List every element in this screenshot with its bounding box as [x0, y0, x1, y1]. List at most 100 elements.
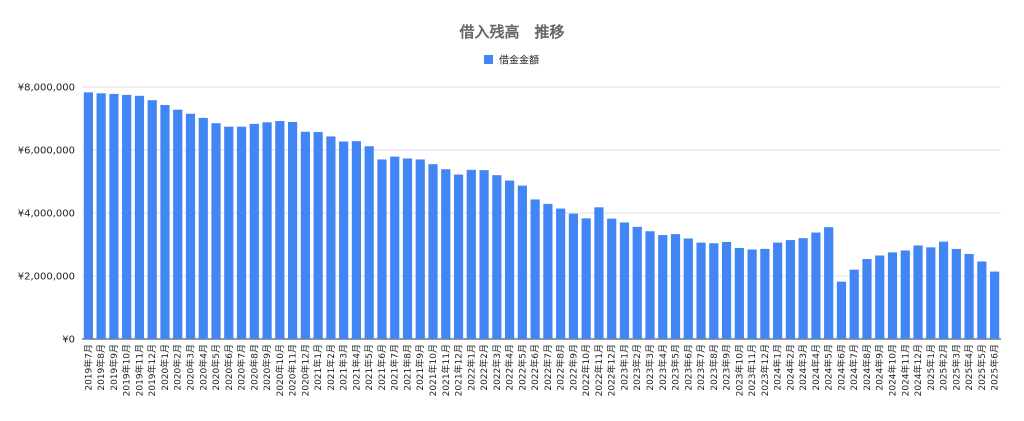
- bar: [964, 253, 974, 339]
- legend: 借金金額: [484, 54, 539, 67]
- x-tick-label: 2023年6月: [682, 344, 694, 391]
- x-tick-label: 2020年8月: [248, 344, 260, 391]
- x-tick-label: 2022年6月: [529, 344, 541, 391]
- x-tick-label: 2023年2月: [631, 344, 643, 391]
- gridlines: [82, 86, 1001, 340]
- bar: [453, 174, 464, 339]
- bar: [262, 122, 272, 339]
- bar: [326, 136, 336, 339]
- x-tick-label: 2019年10月: [121, 344, 133, 396]
- x-tick-label: 2024年9月: [874, 344, 886, 391]
- bar: [721, 241, 732, 339]
- x-tick-label: 2019年12月: [146, 344, 158, 396]
- bar: [224, 126, 234, 339]
- x-tick-label: 2021年1月: [312, 344, 324, 391]
- x-tick-label: 2022年7月: [542, 344, 554, 391]
- x-tick-label: 2021年6月: [376, 344, 388, 391]
- bar: [951, 248, 961, 339]
- x-tick-label: 2025年4月: [963, 344, 975, 391]
- x-tick-label: 2020年1月: [159, 344, 171, 391]
- bar: [351, 141, 362, 339]
- x-tick-label: 2024年5月: [823, 344, 835, 391]
- x-tick-label: 2023年1月: [618, 344, 630, 391]
- x-tick-label: 2021年5月: [363, 344, 375, 391]
- x-tick-label: 2020年6月: [223, 344, 235, 391]
- bar: [300, 131, 310, 339]
- x-tick-label: 2020年5月: [210, 344, 222, 391]
- x-tick-label: 2021年11月: [440, 344, 452, 396]
- bar: [390, 156, 400, 339]
- x-tick-label: 2024年7月: [848, 344, 860, 391]
- bar: [977, 261, 987, 339]
- bar: [824, 227, 834, 339]
- x-tick-label: 2021年4月: [350, 344, 362, 391]
- x-tick-label: 2023年3月: [644, 344, 656, 391]
- x-tick-label: 2020年2月: [172, 344, 184, 391]
- x-tick-label: 2020年12月: [299, 344, 311, 396]
- bar: [696, 242, 706, 339]
- bar: [492, 175, 502, 339]
- bar: [249, 123, 259, 339]
- bar: [747, 249, 757, 339]
- bar: [773, 242, 783, 339]
- bar: [683, 238, 693, 339]
- y-tick-label: ¥0: [62, 335, 75, 346]
- y-tick-label: ¥4,000,000: [18, 209, 75, 220]
- bar: [364, 146, 374, 339]
- x-tick-label: 2019年9月: [108, 344, 120, 391]
- x-tick-label: 2021年8月: [401, 344, 413, 391]
- bar: [887, 252, 898, 339]
- bar: [849, 269, 859, 339]
- x-tick-label: 2021年12月: [453, 344, 465, 396]
- x-tick-label: 2023年9月: [721, 344, 733, 391]
- x-tick-label: 2020年9月: [261, 344, 273, 391]
- x-tick-label: 2024年6月: [835, 344, 847, 391]
- x-tick-label: 2022年5月: [516, 344, 528, 391]
- bar: [875, 255, 885, 339]
- bar: [645, 231, 655, 339]
- bar: [83, 92, 93, 339]
- x-tick-label: 2022年9月: [567, 344, 579, 391]
- x-tick-label: 2024年8月: [861, 344, 873, 391]
- bar: [134, 95, 145, 339]
- x-tick-label: 2025年3月: [950, 344, 962, 391]
- bar: [339, 141, 349, 339]
- bars: [83, 92, 1000, 340]
- chart-title: 借入残高 推移: [458, 23, 564, 41]
- bar: [734, 247, 744, 339]
- x-tick-label: 2022年1月: [465, 344, 477, 391]
- x-tick-label: 2022年10月: [580, 344, 592, 396]
- x-tick-label: 2025年6月: [989, 344, 1001, 391]
- bar: [913, 245, 923, 339]
- bar: [658, 235, 668, 339]
- x-tick-label: 2021年3月: [338, 344, 350, 391]
- bar: [607, 218, 617, 339]
- x-tick-label: 2023年8月: [708, 344, 720, 391]
- bar: [236, 126, 247, 339]
- x-tick-label: 2022年11月: [593, 344, 605, 396]
- bar: [517, 185, 527, 339]
- bar: [441, 169, 451, 339]
- x-tick-label: 2022年4月: [504, 344, 516, 391]
- x-tick-label: 2024年10月: [887, 344, 899, 396]
- x-tick-label: 2023年5月: [670, 344, 682, 391]
- x-tick-label: 2023年12月: [759, 344, 771, 396]
- x-tick-label: 2024年12月: [912, 344, 924, 396]
- bar: [415, 159, 425, 339]
- bar: [288, 121, 298, 339]
- bar: [543, 203, 553, 339]
- bar: [479, 170, 489, 339]
- bar: [785, 240, 795, 339]
- y-tick-label: ¥8,000,000: [18, 83, 75, 94]
- x-axis-ticks: 2019年7月 2019年8月 2019年9月 2019年10月 2019年11月 201…: [82, 344, 1000, 396]
- bar: [900, 250, 910, 339]
- bar: [632, 226, 642, 339]
- legend-swatch: [484, 55, 493, 64]
- bar: [594, 207, 604, 339]
- x-tick-label: 2025年1月: [925, 344, 937, 391]
- bar: [377, 159, 387, 339]
- x-tick-label: 2022年8月: [555, 344, 567, 391]
- x-tick-label: 2020年10月: [274, 344, 286, 396]
- x-tick-label: 2023年4月: [657, 344, 669, 391]
